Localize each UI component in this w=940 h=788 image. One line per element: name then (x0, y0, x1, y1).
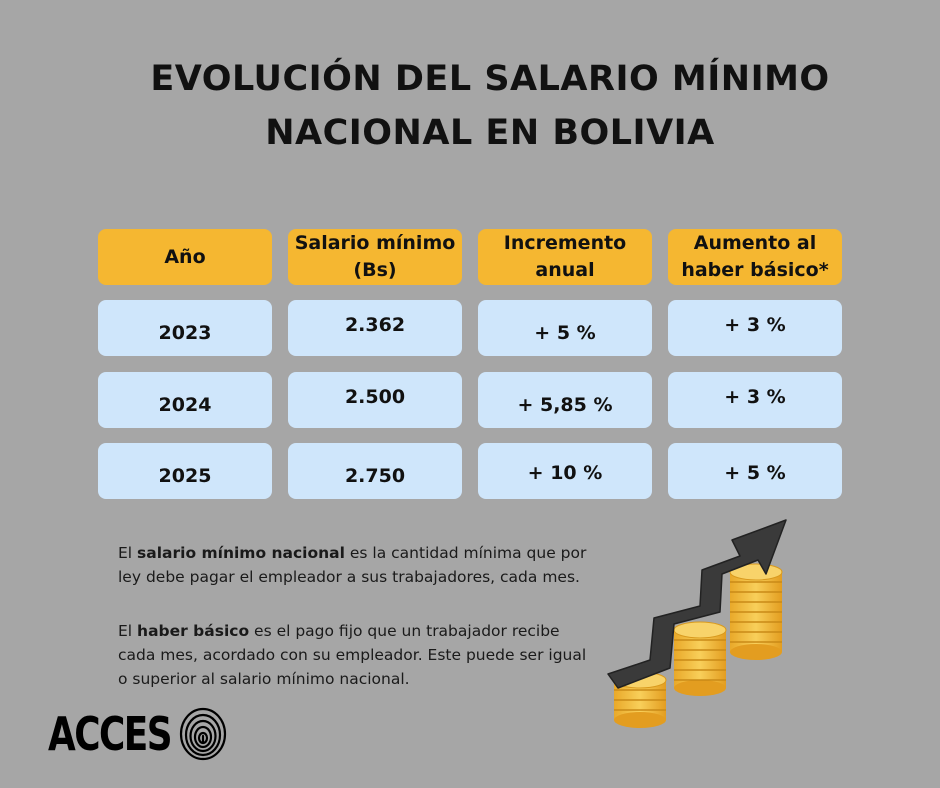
increase-2023: + 5 % (534, 321, 596, 344)
coins-arrow-illustration (607, 519, 787, 728)
basic-raise-2023: + 3 % (724, 313, 786, 336)
definition-minimum-wage: El salario mínimo nacional es la cantida… (118, 541, 598, 589)
year-2024: 2024 (158, 393, 212, 416)
text-run: es el pago fijo que un trabajador recibe… (118, 622, 587, 688)
header-basic-raise: Aumento al haber básico* (668, 229, 842, 285)
fingerprint-icon (179, 707, 227, 761)
text-run: El (118, 544, 138, 562)
table-cell: + 3 % (668, 300, 842, 356)
header-salary: Salario mínimo (Bs) (288, 229, 462, 285)
table-cell: 2025 (98, 443, 272, 499)
table-cell: 2.750 (288, 443, 462, 499)
text-bold: haber básico (137, 622, 250, 640)
header-year: Año (98, 229, 272, 285)
increase-2025: + 10 % (527, 461, 603, 484)
header-increase: Incremento anual (478, 229, 652, 285)
year-2025: 2025 (158, 464, 212, 487)
logo-text: ACCES (48, 707, 173, 761)
acces-logo: ACCES (48, 706, 228, 762)
table-cell: + 5 % (478, 300, 652, 356)
title-line-1: EVOLUCIÓN DEL SALARIO MÍNIMO (150, 59, 830, 99)
title-line-2: NACIONAL EN BOLIVIA (265, 113, 715, 153)
basic-raise-2024: + 3 % (724, 385, 786, 408)
salary-2025: 2.750 (344, 464, 406, 487)
table-cell: 2023 (98, 300, 272, 356)
text-run: es la cantidad mínima que por ley debe p… (118, 544, 587, 586)
coin-stack-medium (673, 621, 727, 696)
table-cell: 2024 (98, 372, 272, 428)
table-cell: + 3 % (668, 372, 842, 428)
salary-2023: 2.362 (344, 313, 406, 336)
text-bold: salario mínimo nacional (137, 544, 345, 562)
coin-stack-tall (729, 563, 783, 660)
table-cell: 2.362 (288, 300, 462, 356)
increase-2024: + 5,85 % (517, 393, 613, 416)
year-2023: 2023 (158, 321, 212, 344)
definition-basic-salary: El haber básico es el pago fijo que un t… (118, 619, 598, 691)
growth-arrow-icon (607, 519, 787, 689)
table-cell: + 5 % (668, 443, 842, 499)
table-cell: + 5,85 % (478, 372, 652, 428)
basic-raise-2025: + 5 % (724, 461, 786, 484)
page-title: EVOLUCIÓN DEL SALARIO MÍNIMO NACIONAL EN… (40, 52, 940, 160)
text-run: El (118, 622, 138, 640)
table-cell: + 10 % (478, 443, 652, 499)
salary-2024: 2.500 (344, 385, 406, 408)
table-cell: 2.500 (288, 372, 462, 428)
